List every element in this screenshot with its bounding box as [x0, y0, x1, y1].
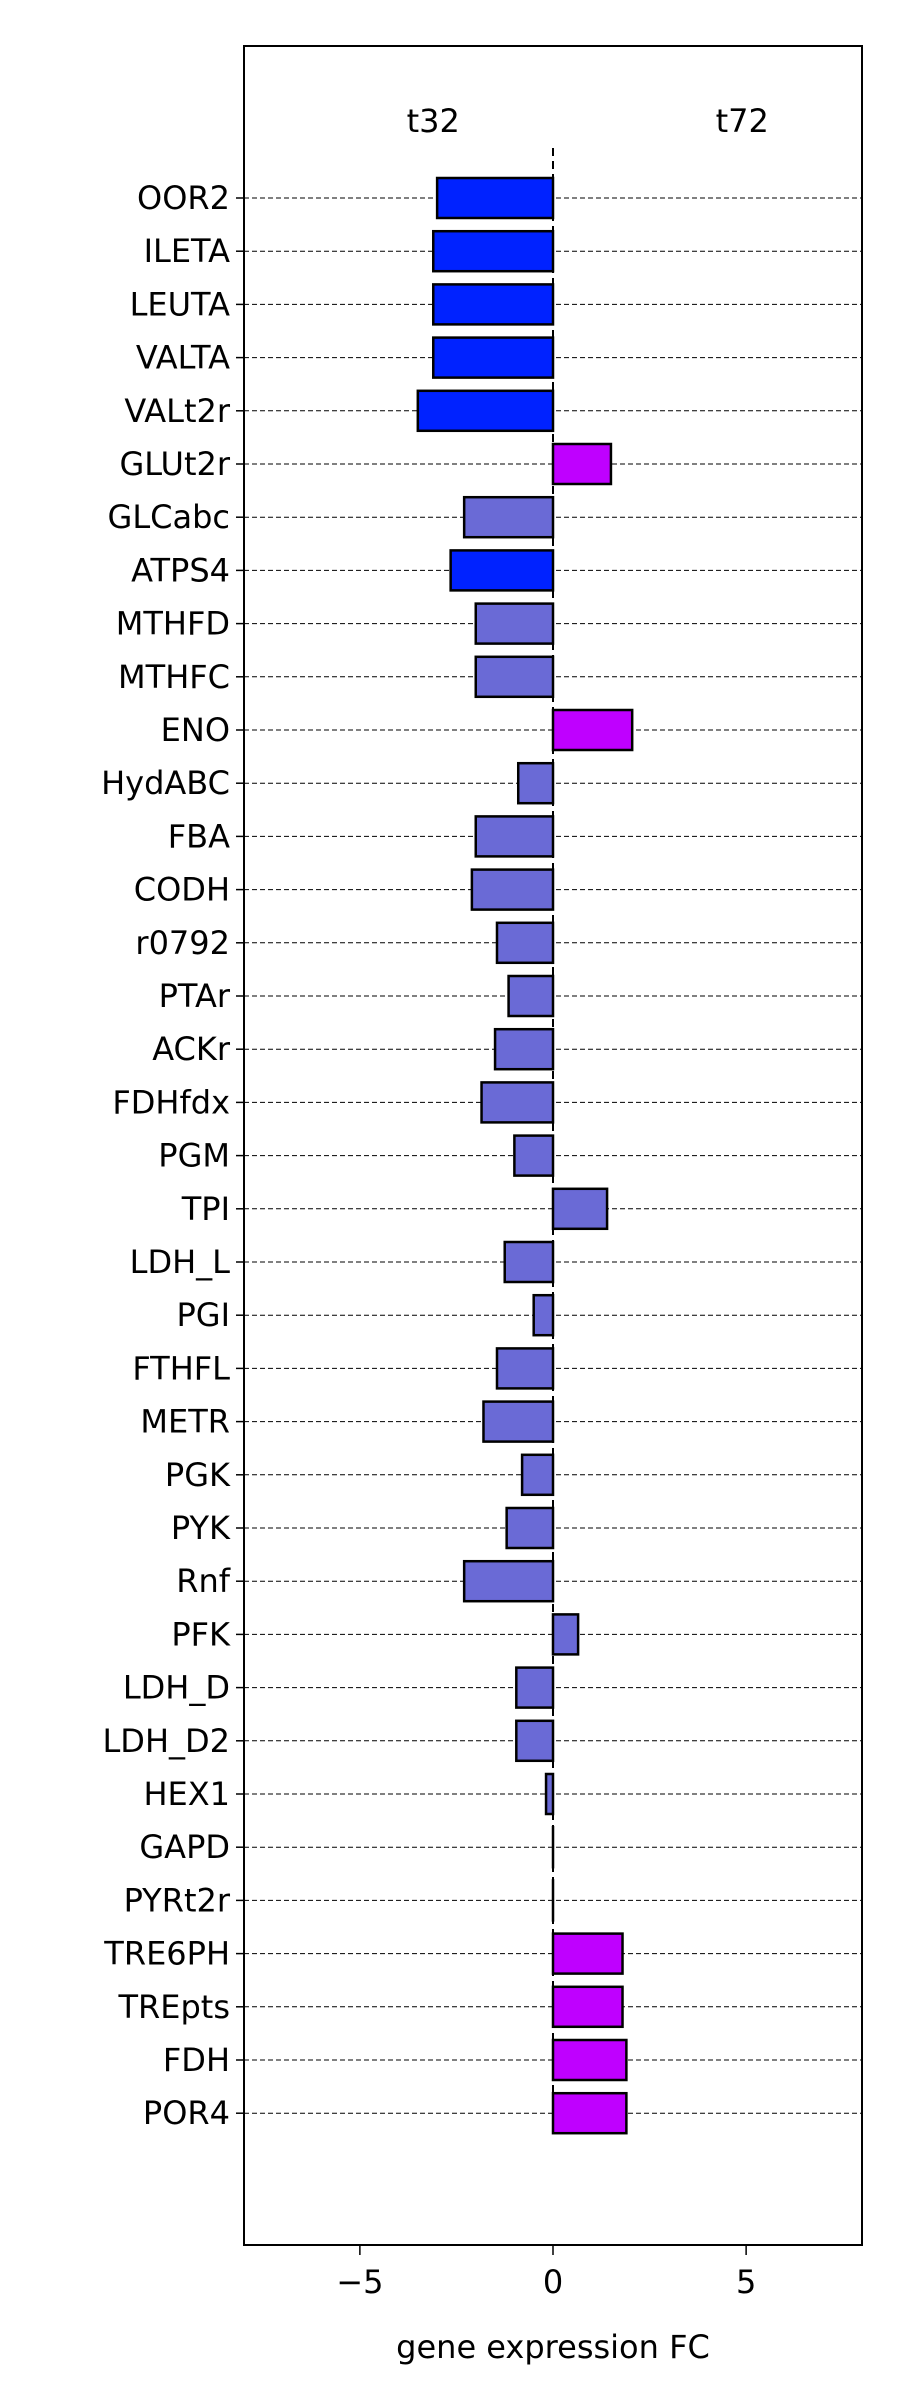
category-label: ENO	[161, 711, 230, 749]
category-label: TRE6PH	[103, 1935, 230, 1973]
category-label: TREpts	[117, 1988, 230, 2026]
bar-ileta	[432, 229, 555, 273]
category-label: PGK	[165, 1456, 231, 1494]
bar-por4	[551, 2091, 628, 2135]
bar-glcabc	[462, 495, 555, 539]
category-label: FTHFL	[132, 1349, 230, 1387]
bar-hydabc	[516, 761, 555, 805]
category-label: ILETA	[144, 232, 231, 270]
category-label: PYK	[171, 1509, 231, 1547]
x-tick-label: −5	[336, 2263, 383, 2301]
category-label: FBA	[168, 817, 230, 855]
top-label-t72: t72	[716, 102, 769, 140]
bar-ptar	[507, 974, 555, 1018]
bar-valta	[432, 336, 555, 379]
category-label: LDH_D2	[102, 1722, 230, 1760]
bar-ldh_l	[503, 1240, 555, 1284]
category-label: MTHFC	[118, 658, 230, 696]
bar-ldh_d2	[515, 1719, 555, 1763]
bar-fba	[474, 815, 555, 858]
bar-metr	[482, 1400, 555, 1443]
category-label: PFK	[171, 1615, 231, 1653]
bar-pyk	[505, 1506, 555, 1550]
category-label: POR4	[143, 2094, 230, 2132]
bar-codh	[470, 868, 555, 911]
category-label: LEUTA	[130, 285, 231, 323]
x-axis: −5 0 5	[336, 2245, 756, 2301]
bar-atps4	[449, 549, 555, 592]
category-label: VALt2r	[124, 392, 230, 430]
x-tick-label: 5	[736, 2263, 756, 2301]
bar-pgm	[513, 1134, 555, 1177]
category-label: FDH	[163, 2041, 230, 2079]
bar-fdh	[551, 2038, 628, 2082]
category-label: LDH_D	[123, 1669, 230, 1707]
rows-layer: OOR2 ILETA LEUTA VALTA VALt2r GLUt2r GLCabc ATP…	[101, 176, 862, 2135]
category-label: PGI	[176, 1296, 230, 1334]
category-label: GLCabc	[108, 498, 230, 536]
bar-ackr	[493, 1027, 555, 1071]
bar-pfk	[551, 1613, 580, 1656]
bar-oor2	[435, 176, 555, 220]
bar-valt2r	[416, 389, 555, 433]
category-label: HydABC	[101, 764, 230, 802]
bar-leuta	[432, 283, 555, 326]
bar-glut2r	[551, 442, 613, 486]
bar-hex1	[544, 1772, 555, 1816]
top-label-t32: t32	[407, 102, 460, 140]
category-label: LDH_L	[130, 1243, 231, 1281]
x-tick-label: 0	[543, 2263, 563, 2301]
category-label: ACKr	[152, 1030, 231, 1068]
category-label: TPI	[181, 1190, 230, 1228]
category-label: GLUt2r	[119, 445, 230, 483]
category-label: GAPD	[139, 1828, 230, 1866]
category-label: METR	[140, 1403, 230, 1441]
bar-fthfl	[495, 1347, 555, 1390]
bar-pgi	[532, 1293, 555, 1337]
bar-trepts	[551, 1985, 624, 2029]
category-label: MTHFD	[116, 605, 230, 643]
bar-fdhfdx	[480, 1081, 555, 1124]
category-label: OOR2	[137, 179, 230, 217]
category-label: PYRt2r	[124, 1881, 231, 1919]
category-label: FDHfdx	[112, 1083, 230, 1121]
category-label: ATPS4	[131, 551, 230, 589]
bar-rnf	[462, 1559, 555, 1603]
bar-r0792	[495, 921, 555, 965]
bar-tre6ph	[551, 1932, 624, 1975]
category-label: Rnf	[176, 1562, 231, 1600]
bar-ldh_d	[515, 1666, 555, 1709]
bar-mthfc	[474, 655, 555, 699]
category-label: HEX1	[143, 1775, 230, 1813]
bar-tpi	[551, 1187, 609, 1231]
category-label: PGM	[158, 1137, 230, 1175]
bar-eno	[551, 708, 634, 752]
category-label: VALTA	[136, 339, 230, 377]
x-axis-label: gene expression FC	[396, 2328, 710, 2366]
category-label: r0792	[135, 924, 230, 962]
top-labels: t32 t72	[407, 102, 769, 140]
category-label: PTAr	[159, 977, 231, 1015]
bar-pgk	[520, 1453, 555, 1497]
bar-mthfd	[474, 602, 555, 645]
category-label: CODH	[134, 871, 230, 909]
